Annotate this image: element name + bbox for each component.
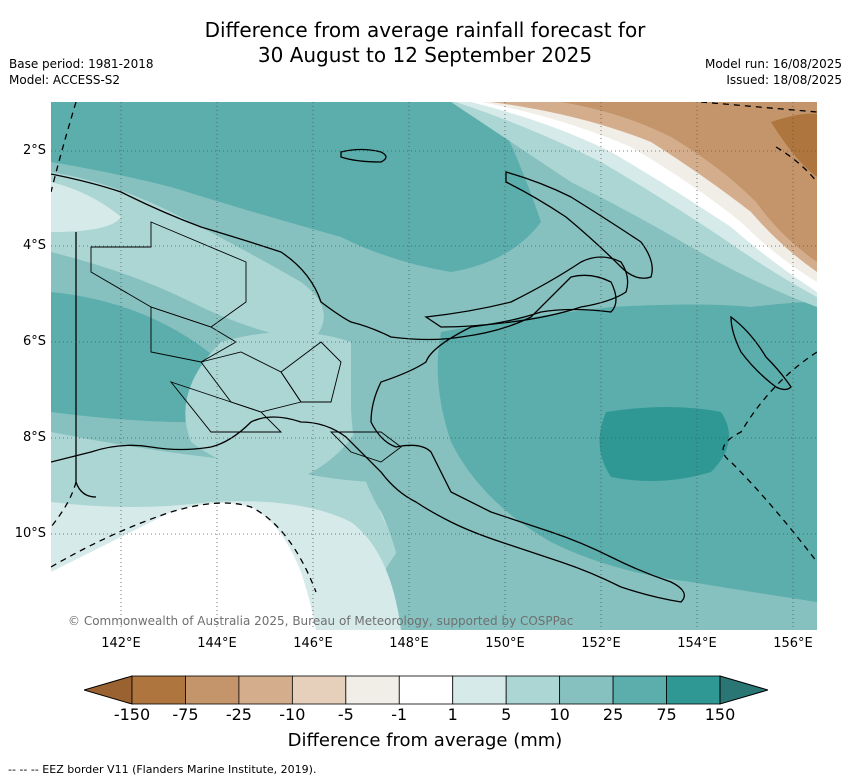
rainfall-map	[51, 102, 817, 630]
coastline-manus	[340, 148, 387, 163]
x-tick-label: 142°E	[101, 636, 141, 651]
coastline-new-ireland	[505, 171, 653, 279]
anomaly-contour-east-strong	[599, 407, 729, 481]
eez-border-east	[722, 351, 817, 563]
model-info: Base period: 1981-2018 Model: ACCESS-S2	[9, 56, 154, 88]
y-tick-label: 4°S	[22, 238, 46, 253]
colorbar-bin	[559, 675, 614, 705]
colorbar-bin	[398, 675, 454, 705]
y-tick-label: 2°S	[22, 143, 46, 158]
anomaly-contour-east-light	[351, 335, 561, 630]
colorbar	[84, 675, 768, 705]
run-info: Model run: 16/08/2025 Issued: 18/08/2025	[705, 56, 842, 88]
colorbar-bin	[452, 675, 507, 705]
colorbar-bin	[131, 675, 186, 705]
colorbar-tick-label: 1	[447, 705, 458, 724]
y-tick-label: 8°S	[22, 430, 46, 445]
y-tick-label: 6°S	[22, 334, 46, 349]
model-run-date: Model run: 16/08/2025	[704, 57, 842, 71]
colorbar-bin	[612, 675, 667, 705]
title-line-1: Difference from average rainfall forecas…	[204, 18, 646, 42]
eez-border-ne-diagonal	[775, 146, 817, 183]
copyright-notice: © Commonwealth of Australia 2025, Bureau…	[68, 614, 574, 628]
colorbar-tick-label: 25	[602, 705, 624, 724]
colorbar-extend-dry	[84, 675, 133, 705]
colorbar-bin	[345, 675, 400, 705]
coastline-new-britain	[424, 256, 629, 328]
colorbar-bin	[185, 675, 240, 705]
colorbar-bin	[238, 675, 293, 705]
x-tick-label: 150°E	[485, 636, 525, 651]
coastline-bougainville	[730, 315, 792, 391]
colorbar-tick-label: 150	[704, 705, 736, 724]
x-tick-label: 156°E	[773, 636, 813, 651]
no-data-area-south	[51, 503, 316, 630]
eez-legend-note: -- -- -- EEZ border V11 (Flanders Marine…	[8, 763, 317, 776]
colorbar-tick-label: 10	[549, 705, 570, 724]
colorbar-tick-label: -150	[113, 705, 151, 724]
x-tick-label: 148°E	[389, 636, 429, 651]
anomaly-contour-west-lightest	[51, 182, 121, 232]
issued-date: Issued: 18/08/2025	[726, 73, 842, 87]
x-tick-label: 146°E	[293, 636, 333, 651]
y-tick-label: 10°S	[14, 526, 46, 541]
anomaly-contour-ne-driest	[771, 113, 817, 177]
x-tick-label: 154°E	[677, 636, 717, 651]
colorbar-tick-label: 75	[656, 705, 677, 724]
map-title: Difference from average rainfall forecas…	[0, 18, 850, 68]
colorbar-bin	[505, 675, 561, 705]
anomaly-contour-ne-drier	[561, 102, 817, 262]
graticule	[51, 102, 817, 630]
eez-borders	[51, 102, 817, 593]
colorbar-bin	[666, 675, 721, 705]
colorbar-title: Difference from average (mm)	[287, 730, 563, 751]
base-period: Base period: 1981-2018	[9, 57, 154, 71]
title-line-2: 30 August to 12 September 2025	[257, 43, 593, 67]
colorbar-tick-label: -75	[172, 705, 199, 724]
coastline-new-guinea	[51, 173, 685, 603]
model-name: Model: ACCESS-S2	[9, 73, 121, 87]
anomaly-contour-central-light	[185, 332, 369, 482]
eez-border-northwest	[51, 102, 77, 193]
eez-border-west	[51, 481, 77, 528]
colorbar-bin	[291, 675, 347, 705]
anomaly-contour-west-light	[51, 172, 324, 342]
colorbar-extend-wet	[719, 675, 768, 705]
x-tick-label: 152°E	[581, 636, 621, 651]
x-tick-label: 144°E	[197, 636, 237, 651]
colorbar-tick-label: 5	[501, 705, 512, 724]
anomaly-contour-nw	[51, 102, 541, 272]
colorbar-tick-label: -25	[225, 705, 252, 724]
eez-border-northeast	[700, 102, 817, 113]
colorbar-tick-label: -1	[391, 705, 408, 724]
colorbar-tick-label: -5	[337, 705, 354, 724]
colorbar-tick-label: -10	[279, 705, 306, 724]
province-borders	[90, 221, 402, 463]
